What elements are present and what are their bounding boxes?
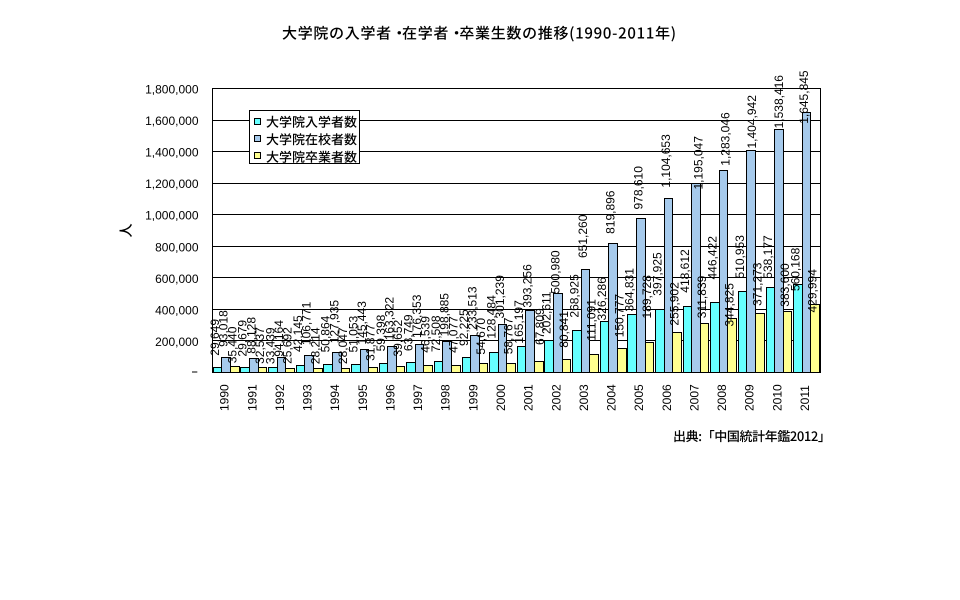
svg-text:311,839: 311,839 [695,275,709,318]
svg-text:1,200,000: 1,200,000 [145,177,199,191]
svg-text:46,539: 46,539 [419,316,433,353]
svg-text:163,322: 163,322 [383,297,397,341]
svg-text:2004: 2004 [605,384,619,411]
svg-text:2000: 2000 [494,384,508,411]
svg-text:150,777: 150,777 [613,294,627,338]
svg-text:29,649: 29,649 [208,319,222,356]
svg-text:93,018: 93,018 [217,310,231,347]
svg-text:28,047: 28,047 [336,327,350,364]
svg-text:2008: 2008 [715,384,729,411]
svg-text:510,953: 510,953 [733,235,747,279]
svg-text:94,164: 94,164 [272,320,286,357]
svg-text:111,091: 111,091 [585,299,599,341]
svg-text:2006: 2006 [660,384,674,411]
svg-text:538,177: 538,177 [761,235,775,279]
svg-text:198,885: 198,885 [438,293,452,337]
svg-text:127,935: 127,935 [328,300,342,344]
svg-text:1,645,845: 1,645,845 [797,70,811,124]
svg-text:1,400,000: 1,400,000 [145,146,199,160]
svg-text:400,000: 400,000 [155,303,199,317]
svg-text:383,600: 383,600 [778,263,792,307]
svg-text:88,128: 88,128 [245,317,259,354]
svg-text:35,440: 35,440 [226,326,240,363]
svg-text:1992: 1992 [273,384,287,411]
svg-text:2001: 2001 [522,384,536,411]
svg-text:58,767: 58,767 [502,317,516,354]
svg-text:67,809: 67,809 [533,308,547,345]
svg-text:1990: 1990 [218,384,232,411]
svg-text:189,728: 189,728 [640,275,654,319]
svg-text:29,679: 29,679 [236,320,250,357]
svg-text:1996: 1996 [383,384,397,411]
svg-text:364,831: 364,831 [623,268,637,312]
svg-text:418,612: 418,612 [678,249,692,293]
svg-text:39,652: 39,652 [391,319,405,356]
svg-text:63,749: 63,749 [402,314,416,351]
svg-text:1997: 1997 [411,384,425,411]
svg-text:1,195,047: 1,195,047 [692,136,706,190]
svg-text:28,214: 28,214 [309,327,323,364]
svg-text:268,925: 268,925 [568,274,582,318]
svg-text:446,422: 446,422 [706,236,720,280]
svg-text:2010: 2010 [770,384,784,411]
svg-text:233,513: 233,513 [466,286,480,330]
svg-text:560,168: 560,168 [789,247,803,291]
svg-text:326,286: 326,286 [595,277,609,321]
svg-text:255,902: 255,902 [668,282,682,326]
svg-text:800,000: 800,000 [155,240,199,254]
svg-text:33,439: 33,439 [264,327,278,364]
svg-text:1991: 1991 [245,384,259,411]
svg-text:429,994: 429,994 [806,269,820,313]
svg-text:54,670: 54,670 [474,318,488,355]
svg-text:42,145: 42,145 [291,315,305,352]
svg-text:371,273: 371,273 [751,262,765,306]
svg-text:176,353: 176,353 [410,294,424,338]
svg-text:32,537: 32,537 [253,327,267,364]
svg-text:47,077: 47,077 [447,316,461,353]
svg-text:128,484: 128,484 [485,295,499,339]
svg-text:2007: 2007 [687,384,701,411]
svg-text:2003: 2003 [577,384,591,411]
svg-text:397,925: 397,925 [651,252,665,296]
svg-text:1994: 1994 [328,384,342,411]
svg-text:393,256: 393,256 [521,264,535,308]
svg-text:31,877: 31,877 [364,324,378,361]
svg-text:165,197: 165,197 [512,300,526,344]
svg-text:2002: 2002 [549,384,563,411]
svg-text:301,239: 301,239 [493,275,507,319]
svg-text:978,610: 978,610 [632,166,646,210]
svg-text:25,692: 25,692 [281,327,295,364]
svg-text:2005: 2005 [632,384,646,411]
svg-text:2011: 2011 [798,385,812,411]
svg-text:1,404,942: 1,404,942 [745,95,759,149]
svg-text:819,896: 819,896 [604,190,618,234]
svg-text:72,508: 72,508 [429,315,443,352]
svg-text:2009: 2009 [743,384,757,411]
svg-text:200,000: 200,000 [155,335,199,349]
svg-text:51,053: 51,053 [347,315,361,352]
svg-text:651,260: 651,260 [576,214,590,258]
svg-text:1,283,046: 1,283,046 [719,112,733,166]
svg-text:1999: 1999 [466,384,480,411]
svg-text:1,104,653: 1,104,653 [659,134,673,188]
svg-text:600,000: 600,000 [155,272,199,286]
svg-text:1,600,000: 1,600,000 [145,114,199,128]
svg-text:59,398: 59,398 [374,314,388,351]
svg-text:80,841: 80,841 [557,311,571,348]
svg-text:1993: 1993 [301,384,315,411]
svg-text:500,980: 500,980 [549,250,563,294]
svg-text:344,825: 344,825 [723,283,737,327]
svg-text:1,000,000: 1,000,000 [145,209,199,223]
svg-text:1,538,416: 1,538,416 [772,75,786,129]
svg-text:106,771: 106,771 [300,301,314,345]
svg-text:202,611: 202,611 [540,291,554,334]
svg-text:1995: 1995 [356,384,370,411]
svg-text:1998: 1998 [439,384,453,411]
svg-text:145,443: 145,443 [355,301,369,345]
svg-text:92,225: 92,225 [457,309,471,346]
svg-text:1,800,000: 1,800,000 [145,83,199,97]
svg-text:50,864: 50,864 [319,315,333,352]
